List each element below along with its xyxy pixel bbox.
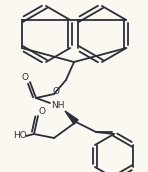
Text: HO: HO: [13, 132, 27, 141]
Text: O: O: [38, 108, 45, 116]
Text: O: O: [21, 73, 29, 83]
Polygon shape: [65, 111, 78, 124]
Text: NH: NH: [51, 101, 65, 110]
Text: O: O: [53, 87, 59, 95]
